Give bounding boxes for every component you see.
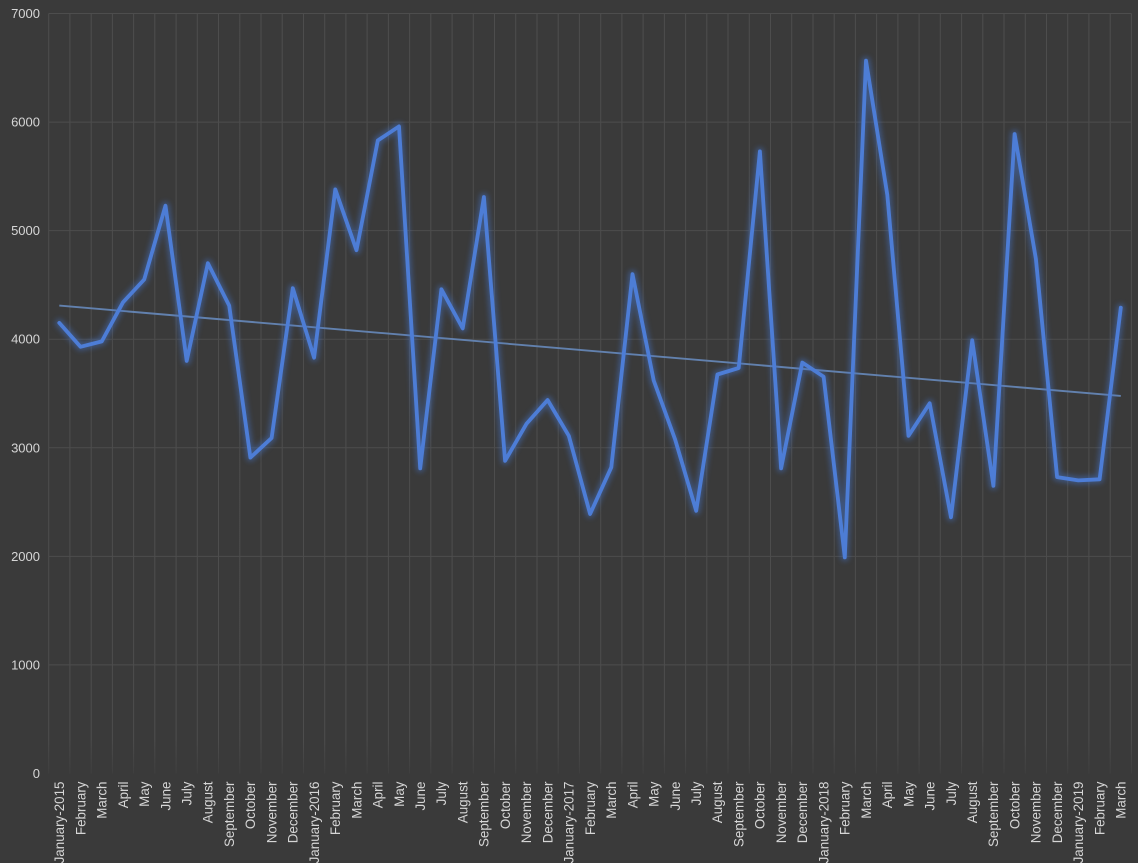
svg-text:September: September [732,781,747,847]
svg-text:May: May [137,781,152,807]
svg-text:June: June [413,782,428,811]
svg-text:2000: 2000 [11,549,40,564]
svg-text:November: November [774,781,789,843]
svg-text:November: November [1029,781,1044,843]
svg-text:May: May [392,781,407,807]
svg-text:June: June [923,782,938,811]
svg-text:6000: 6000 [11,115,40,130]
svg-text:April: April [116,781,131,808]
svg-text:7000: 7000 [11,6,40,21]
svg-text:February: February [73,781,88,835]
svg-text:July: July [944,781,959,805]
svg-text:August: August [965,781,980,823]
svg-text:August: August [201,781,216,823]
svg-text:October: October [498,781,513,829]
svg-text:December: December [795,781,810,843]
svg-text:December: December [540,781,555,843]
svg-text:3000: 3000 [11,440,40,455]
svg-text:February: February [1092,781,1107,835]
svg-text:September: September [477,781,492,847]
svg-text:March: March [604,782,619,819]
svg-text:August: August [710,781,725,823]
svg-text:October: October [753,781,768,829]
svg-text:September: September [222,781,237,847]
svg-text:February: February [583,781,598,835]
svg-text:November: November [519,781,534,843]
svg-text:March: March [859,782,874,819]
svg-text:March: March [1114,782,1129,819]
svg-text:April: April [880,781,895,808]
svg-text:May: May [647,781,662,807]
svg-text:April: April [625,781,640,808]
svg-text:November: November [264,781,279,843]
svg-text:June: June [668,782,683,811]
svg-text:January-2018: January-2018 [816,782,831,863]
svg-text:March: March [349,782,364,819]
svg-text:December: December [1050,781,1065,843]
svg-text:5000: 5000 [11,223,40,238]
svg-text:1000: 1000 [11,657,40,672]
svg-text:January-2016: January-2016 [307,782,322,863]
svg-text:March: March [95,782,110,819]
svg-text:May: May [901,781,916,807]
svg-text:July: July [180,781,195,805]
svg-text:April: April [371,781,386,808]
svg-text:February: February [328,781,343,835]
svg-text:October: October [1007,781,1022,829]
svg-text:July: July [434,781,449,805]
svg-text:January-2017: January-2017 [562,782,577,863]
svg-text:June: June [158,782,173,811]
svg-text:October: October [243,781,258,829]
svg-text:August: August [456,781,471,823]
svg-text:February: February [838,781,853,835]
svg-text:4000: 4000 [11,332,40,347]
svg-text:September: September [986,781,1001,847]
svg-text:January-2019: January-2019 [1071,782,1086,863]
svg-text:December: December [286,781,301,843]
svg-text:July: July [689,781,704,805]
svg-text:0: 0 [33,766,40,781]
svg-text:January-2015: January-2015 [52,782,67,863]
